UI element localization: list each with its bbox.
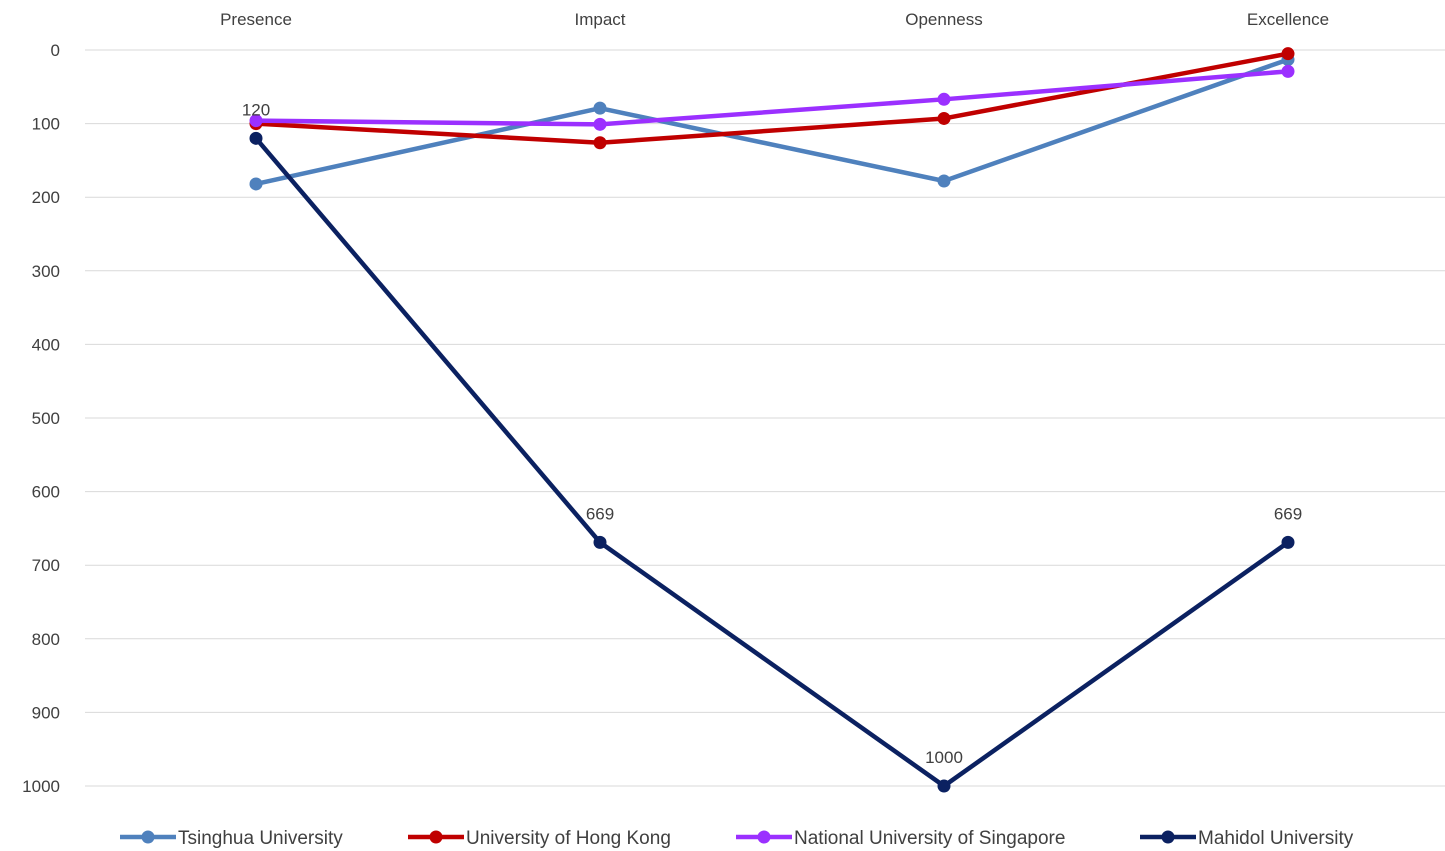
legend-marker <box>429 830 443 844</box>
y-axis-tick-labels: 0 100 200 300 400 500 600 700 800 900 1000 <box>22 41 60 796</box>
y-tick-label: 100 <box>32 115 60 134</box>
data-point <box>593 535 607 549</box>
data-label: 120 <box>242 100 270 119</box>
legend-item: University of Hong Kong <box>408 828 671 849</box>
x-category-label: Excellence <box>1247 10 1329 29</box>
legend-item: Mahidol University <box>1140 828 1354 849</box>
y-tick-label: 600 <box>32 483 60 502</box>
y-tick-label: 700 <box>32 556 60 575</box>
data-point <box>249 177 263 191</box>
series-line <box>253 136 1291 789</box>
legend-label: University of Hong Kong <box>466 828 671 849</box>
data-point <box>249 114 263 128</box>
data-point <box>1281 64 1295 78</box>
legend-label: National University of Singapore <box>794 828 1065 849</box>
x-axis-category-labels: Presence Impact Openness Excellence <box>220 10 1329 29</box>
x-category-label: Presence <box>220 10 292 29</box>
data-point <box>937 92 951 106</box>
data-point <box>593 101 607 115</box>
data-point <box>937 174 951 188</box>
series-2 <box>249 64 1295 131</box>
data-label: 669 <box>1274 504 1302 523</box>
grid-lines <box>85 49 1445 787</box>
y-tick-label: 900 <box>32 703 60 722</box>
series-line <box>253 57 1291 187</box>
y-tick-label: 300 <box>32 262 60 281</box>
legend-item: National University of Singapore <box>736 828 1065 849</box>
y-tick-label: 800 <box>32 630 60 649</box>
data-labels: 120 669 1000 669 <box>242 100 1302 767</box>
series-1 <box>249 47 1295 150</box>
data-point <box>593 117 607 131</box>
x-category-label: Openness <box>905 10 983 29</box>
data-point <box>937 111 951 125</box>
data-label: 669 <box>586 504 614 523</box>
y-tick-label: 0 <box>51 41 60 60</box>
legend-marker <box>1161 830 1175 844</box>
series-line <box>253 69 1291 127</box>
data-point <box>249 131 263 145</box>
data-label: 1000 <box>925 748 963 767</box>
x-category-label: Impact <box>574 10 625 29</box>
legend-marker <box>141 830 155 844</box>
y-tick-label: 400 <box>32 335 60 354</box>
data-point <box>1281 535 1295 549</box>
data-point <box>937 779 951 793</box>
y-tick-label: 1000 <box>22 777 60 796</box>
y-tick-label: 200 <box>32 188 60 207</box>
y-tick-label: 500 <box>32 409 60 428</box>
legend-marker <box>757 830 771 844</box>
series-3 <box>249 131 1295 793</box>
legend-item: Tsinghua University <box>120 828 343 849</box>
series-layer <box>249 47 1295 793</box>
legend-label: Mahidol University <box>1198 828 1354 849</box>
data-point <box>1281 47 1295 61</box>
data-point <box>593 136 607 150</box>
legend-label: Tsinghua University <box>178 828 343 849</box>
series-line <box>253 51 1291 145</box>
legend: Tsinghua University University of Hong Ko… <box>120 828 1354 849</box>
